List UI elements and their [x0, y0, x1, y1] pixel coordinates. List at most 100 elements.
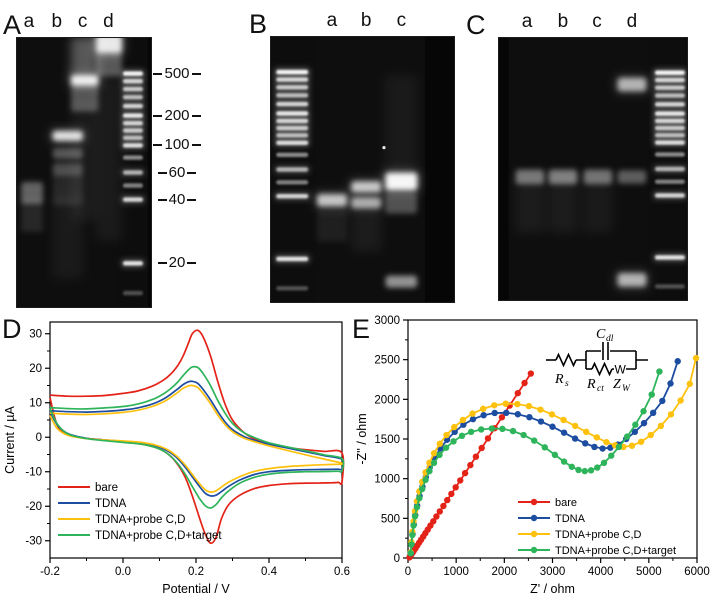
gel-artifact-speck [382, 146, 386, 150]
size-marker-500: 500 [147, 65, 207, 83]
marker-dash [187, 262, 197, 265]
marker-value: 200 [164, 106, 190, 124]
marker-dash [153, 114, 163, 117]
gel-ladder [274, 67, 311, 291]
svg-text:-20: -20 [25, 501, 42, 513]
gel-bands [21, 37, 124, 279]
panel-label-b: B [249, 9, 268, 39]
eis-legend: bare TDNA TDNA+probe C,D TDNA+probe C,D+tar… [518, 497, 676, 557]
gel-b-lane-label-c: c [396, 10, 407, 31]
svg-text:1000: 1000 [374, 474, 400, 486]
eis-legend-label: bare [555, 497, 577, 509]
cv-series-tdna-probe-c-d-target [49, 365, 345, 509]
marker-value: 20 [168, 254, 186, 272]
label-cdl: C [596, 327, 606, 342]
cv-series-tdna-probe-c-d [49, 384, 345, 493]
eis-legend-label: TDNA+probe C,D+target [555, 545, 676, 557]
size-marker-40: 40 [147, 191, 207, 209]
marker-dash [153, 72, 163, 75]
panel-label-d: D [2, 314, 22, 344]
label-zw: Z [613, 377, 621, 392]
svg-text:20: 20 [29, 363, 42, 375]
svg-text:0: 0 [394, 553, 400, 565]
size-marker-200: 200 [147, 107, 207, 125]
marker-dash [191, 114, 201, 117]
svg-text:2000: 2000 [492, 566, 518, 578]
equivalent-circuit-inset [546, 342, 648, 377]
panel-label-a: A [3, 10, 22, 40]
label-zw-sub: W [622, 384, 631, 394]
gel-b-lane-label-b: b [360, 10, 372, 31]
label-rct-sub: ct [597, 384, 604, 394]
eis-series-bare [406, 370, 535, 561]
chart-D-ylabel: Current / µA [3, 406, 17, 474]
chart-E-xlabel: Z' / ohm [530, 582, 575, 596]
svg-text:0.0: 0.0 [115, 566, 131, 578]
cv-legend-label: TDNA+probe C,D [95, 514, 185, 526]
gel-a-lane-label-a: a [23, 11, 35, 32]
marker-dash [187, 198, 197, 201]
gel-bands [315, 76, 420, 288]
gel-a-lane-label-c: c [77, 11, 88, 32]
gel-c-lane-label-b: b [557, 11, 569, 32]
chart-D-xlabel: Potential / V [162, 582, 230, 596]
eis-legend-label: TDNA [555, 513, 586, 525]
chart-D-axes: -0.2 0.0 0.2 0.4 0.6 -30 -20 -10 0 10 20 30 Potentia… [3, 321, 350, 596]
svg-text:-10: -10 [25, 467, 42, 479]
label-rct: R [586, 377, 596, 392]
gel-image-c [498, 37, 688, 301]
eis-series-tdna [407, 358, 681, 557]
cv-legend-label: TDNA+probe C,D+target [95, 530, 222, 542]
svg-text:30: 30 [29, 329, 42, 341]
gel-a-lane-label-b: b [51, 11, 63, 32]
eis-series-tdna-probe-c-d-target [407, 368, 663, 557]
marker-dash [157, 198, 167, 201]
marker-dash [157, 262, 167, 265]
svg-text:2500: 2500 [374, 355, 400, 367]
gel-c-lane-label-c: c [592, 11, 602, 32]
label-cdl-sub: dl [606, 334, 614, 344]
svg-text:0.6: 0.6 [334, 566, 350, 578]
panel-label-c: C [466, 10, 486, 40]
marker-value: 500 [164, 64, 190, 82]
size-marker-60: 60 [147, 164, 207, 182]
svg-text:-0.2: -0.2 [40, 566, 60, 578]
cv-series-bare [49, 329, 345, 545]
cv-legend: bare TDNA TDNA+probe C,D TDNA+probe C,D+tar… [58, 482, 222, 542]
marker-dash [157, 171, 167, 174]
svg-text:-30: -30 [25, 536, 42, 548]
size-marker-20: 20 [147, 254, 207, 272]
marker-value: 60 [168, 163, 186, 181]
svg-text:1000: 1000 [443, 566, 469, 578]
marker-dash [153, 144, 163, 147]
gel-bands [515, 75, 649, 289]
warburg-element-icon: W [615, 363, 627, 377]
svg-text:3000: 3000 [540, 566, 566, 578]
svg-text:6000: 6000 [684, 566, 710, 578]
marker-dash [191, 72, 201, 75]
cv-legend-label: TDNA [95, 498, 127, 510]
svg-text:1500: 1500 [374, 434, 400, 446]
gel-b-lane-label-a: a [326, 10, 338, 31]
svg-text:0: 0 [36, 432, 42, 444]
svg-text:2000: 2000 [374, 394, 400, 406]
chart-E-axes: 0 1000 2000 3000 4000 5000 6000 0 500 1000 1500 200… [355, 315, 710, 596]
size-marker-100: 100 [147, 136, 207, 154]
chart-E-ylabel: -Z'' / ohm [355, 413, 369, 464]
svg-text:0.4: 0.4 [261, 566, 278, 578]
svg-text:500: 500 [381, 513, 400, 525]
size-marker-column: 500 200 100 60 40 20 [147, 0, 207, 310]
svg-text:0.2: 0.2 [188, 566, 204, 578]
gel-c-lane-label-a: a [521, 11, 533, 32]
label-rs: R [554, 372, 564, 387]
gel-image-a [16, 37, 152, 308]
svg-text:4000: 4000 [588, 566, 614, 578]
marker-value: 100 [164, 136, 190, 154]
gel-c-lane-label-d: d [626, 11, 638, 32]
eis-legend-label: TDNA+probe C,D [555, 529, 642, 541]
gel-a-lane-label-d: d [103, 11, 114, 32]
svg-text:5000: 5000 [636, 566, 662, 578]
